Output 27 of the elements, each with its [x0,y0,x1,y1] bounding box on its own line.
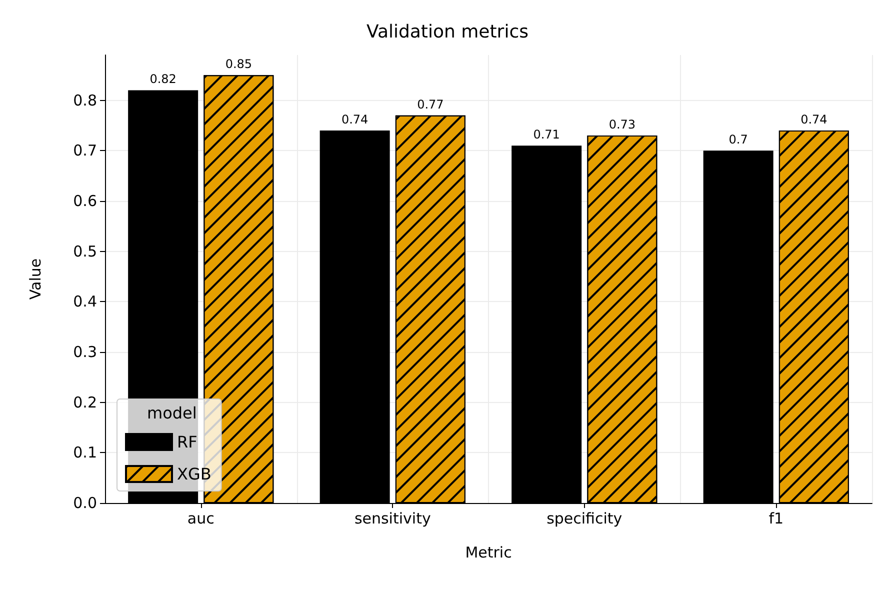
y-tick-label: 0.4 [73,292,97,311]
y-tick-label: 0.3 [73,342,97,361]
y-tick-label: 0.7 [73,142,97,160]
legend-title: model [147,404,197,422]
y-tick-label: 0.1 [73,444,97,462]
y-tick-label: 0.5 [73,242,97,260]
data-label: 0.82 [150,72,176,86]
y-tick-label: 0.0 [73,494,97,512]
y-tick-label: 0.8 [73,91,97,110]
data-label: 0.71 [533,128,560,142]
data-label: 0.74 [800,112,828,127]
data-label: 0.85 [225,57,252,72]
x-tick-label: auc [187,510,214,528]
x-tick-label: f1 [768,510,784,528]
x-tick-label: sensitivity [354,510,431,528]
data-label: 0.77 [417,97,444,112]
legend-label: XGB [177,464,212,484]
legend-label: RF [177,432,198,452]
data-label: 0.7 [728,132,748,147]
data-label: 0.74 [341,112,368,127]
y-tick-label: 0.6 [73,192,97,210]
x-axis-title: Metric [465,544,512,562]
chart-title: Validation metrics [366,22,528,42]
y-tick-label: 0.2 [73,393,97,412]
data-label: 0.73 [608,118,636,132]
x-tick-label: specificity [546,510,622,528]
y-axis-title: Value [26,258,44,300]
